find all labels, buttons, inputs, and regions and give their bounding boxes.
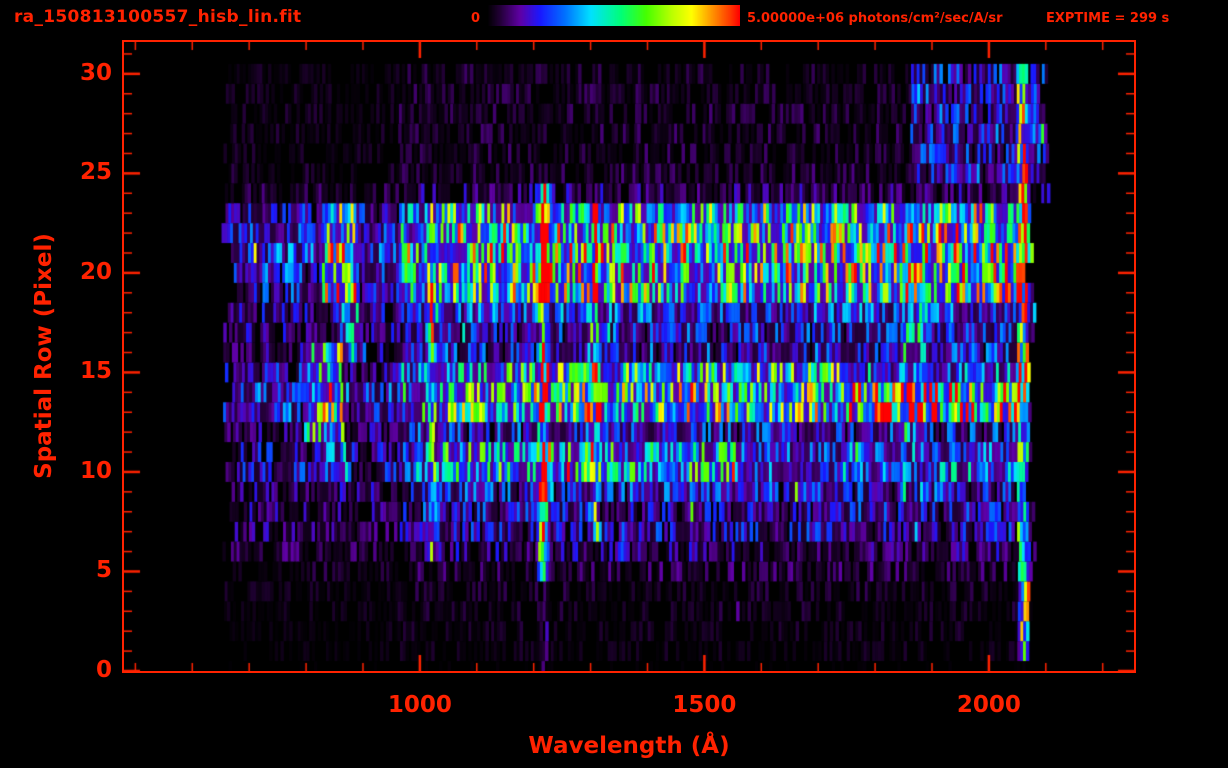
colorbar-gradient	[487, 5, 740, 26]
x-tick-label: 2000	[956, 692, 1021, 718]
plot-frame	[122, 40, 1136, 673]
y-tick-label: 15	[79, 358, 112, 385]
y-tick-label: 20	[79, 258, 112, 285]
x-axis-label: Wavelength (Å)	[528, 733, 730, 759]
y-tick-label: 30	[79, 59, 112, 86]
file-title: ra_150813100557_hisb_lin.fit	[14, 7, 302, 27]
y-tick-label: 0	[95, 657, 112, 683]
heatmap-canvas	[124, 42, 1134, 671]
y-tick-label: 25	[79, 159, 112, 186]
y-tick-label: 5	[95, 557, 112, 584]
y-tick-label: 10	[79, 457, 112, 484]
colorbar-min-label: 0	[470, 11, 480, 26]
colorbar-max-label: 5.00000e+06 photons/cm²/sec/A/sr	[747, 11, 1003, 26]
x-tick-label: 1500	[672, 692, 737, 718]
x-tick-label: 1000	[387, 692, 452, 718]
exptime-label: EXPTIME = 299 s	[1046, 11, 1170, 26]
